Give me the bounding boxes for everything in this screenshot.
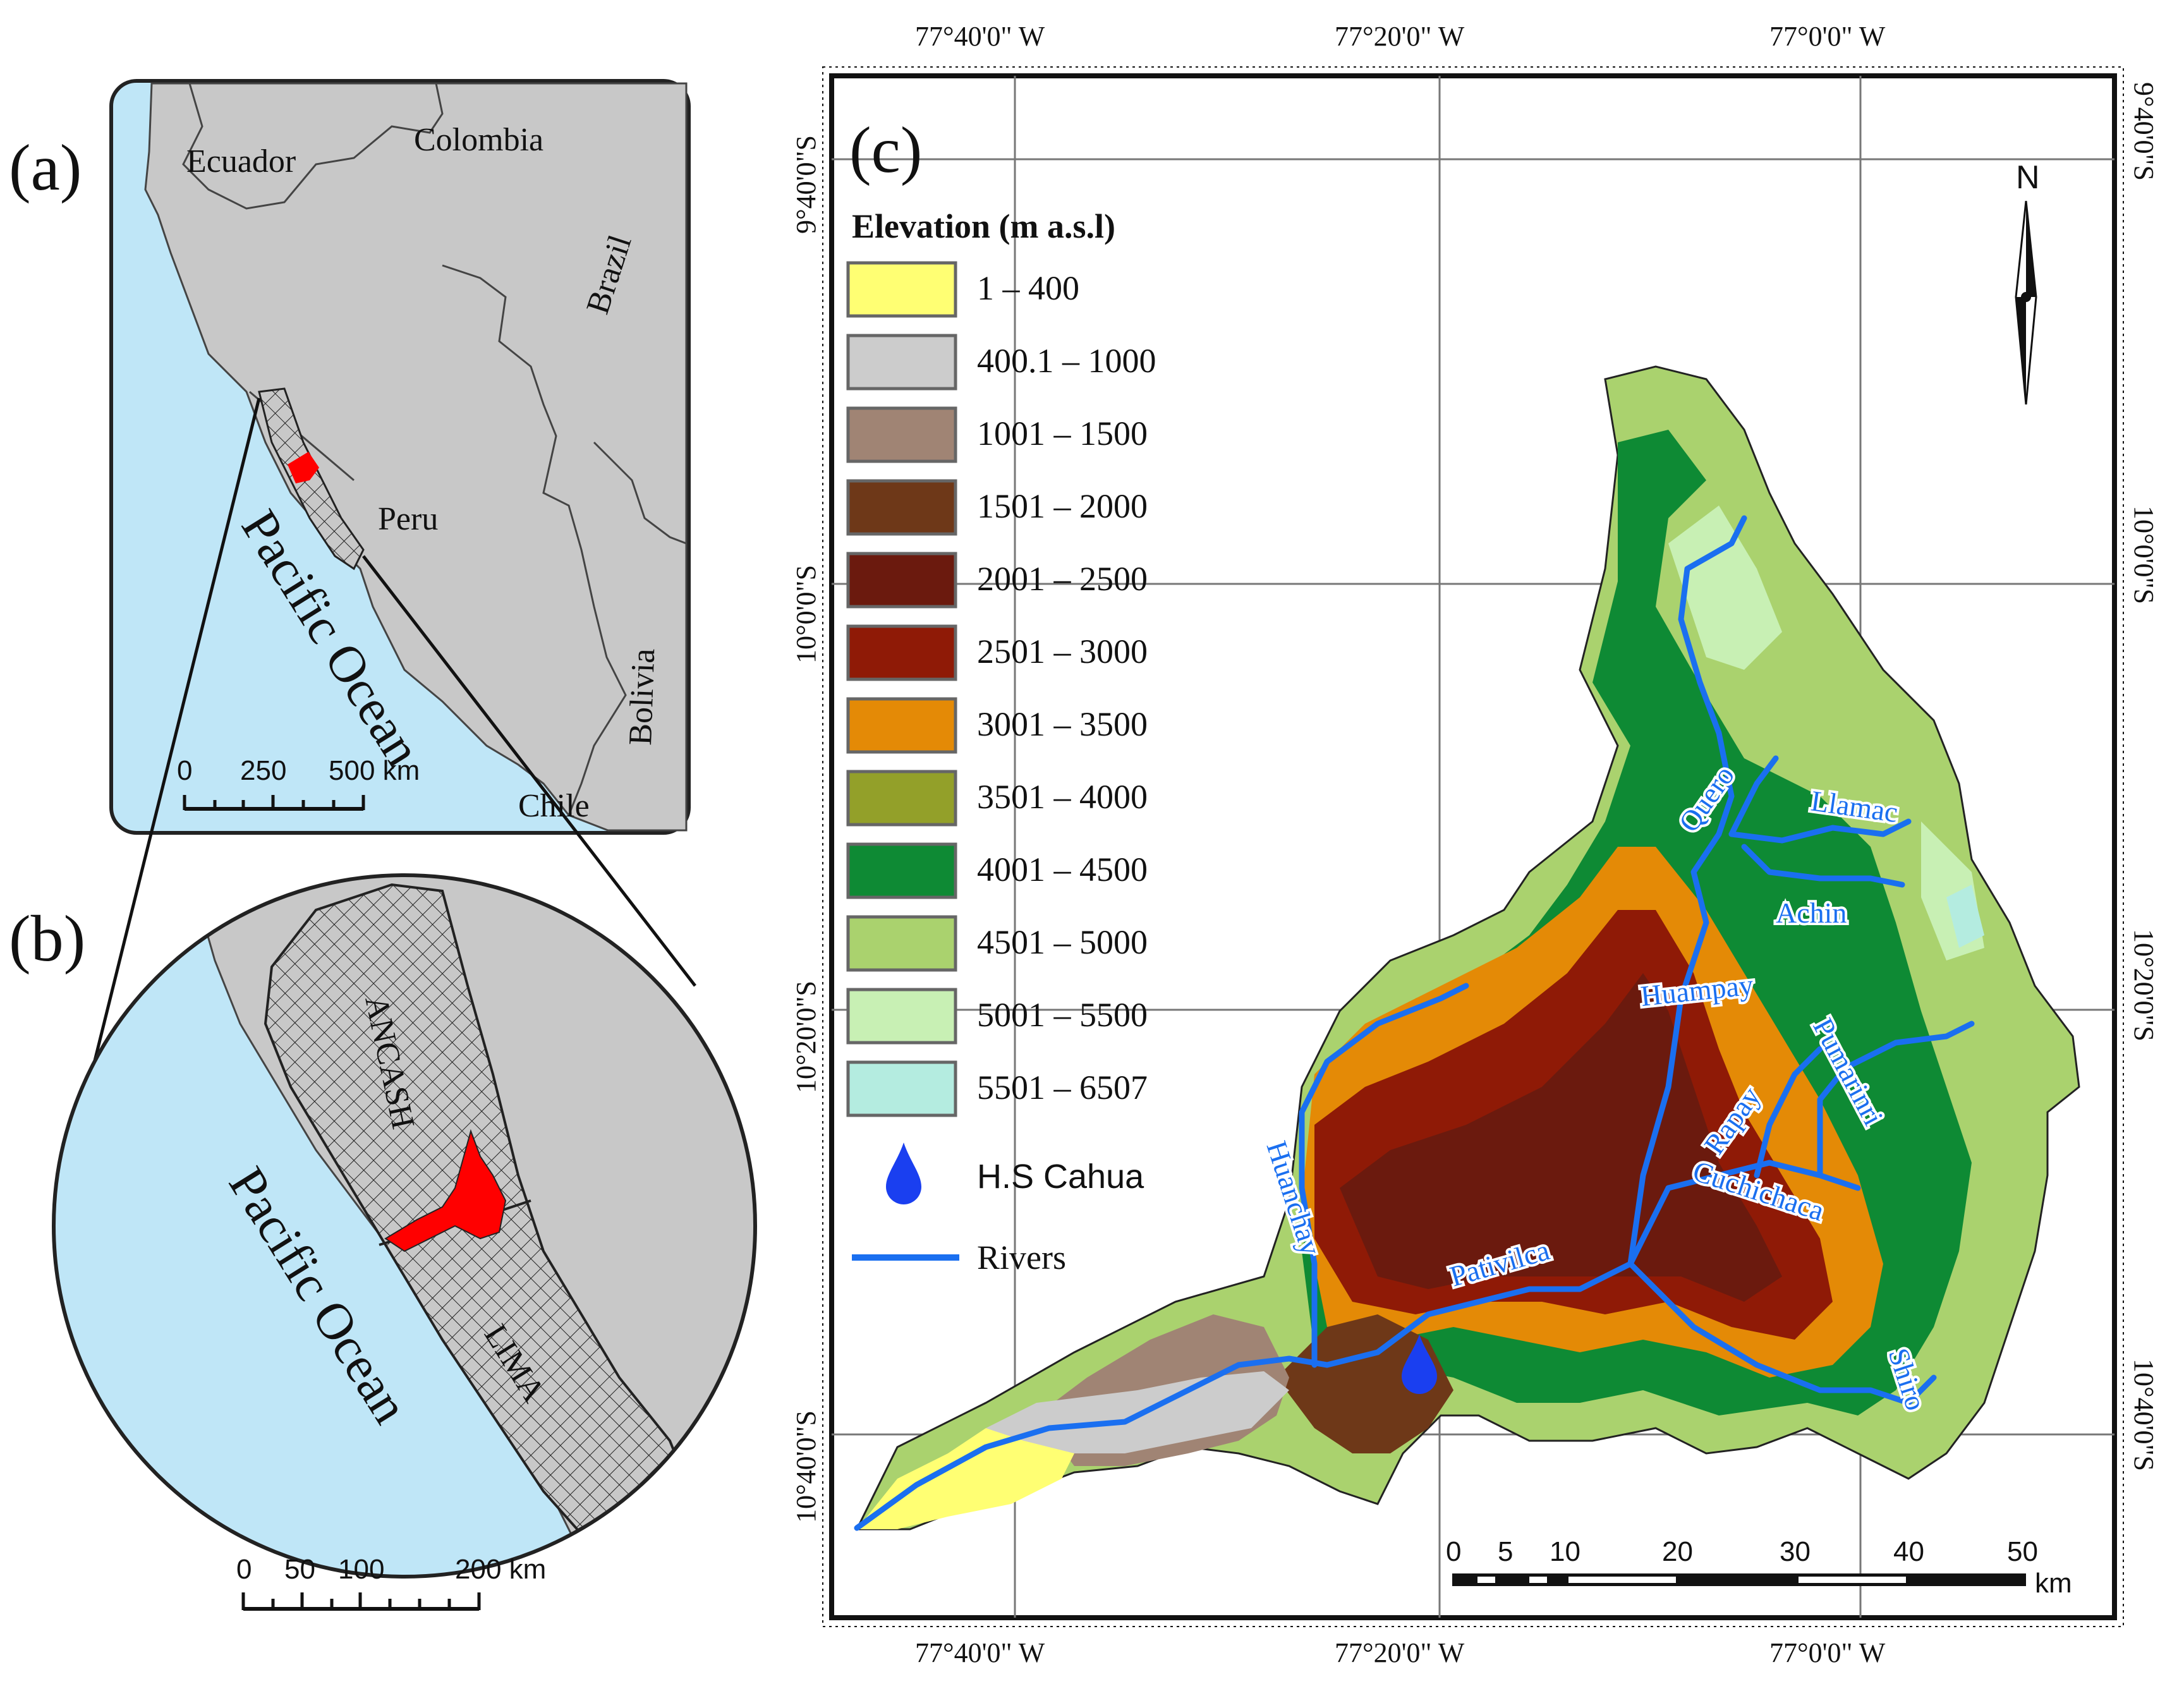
lat-left-3: 10°20'0"S bbox=[791, 981, 822, 1093]
legend-label-8: 4001 – 4500 bbox=[977, 851, 1148, 888]
river-quero bbox=[1728, 755, 1779, 837]
legend-swatch-1 bbox=[846, 334, 957, 391]
scale-c-tick-30: 30 bbox=[1780, 1536, 1811, 1567]
label-achin: Achin bbox=[1776, 897, 1847, 929]
river-shiro bbox=[1627, 1261, 1937, 1406]
legend-swatch-10 bbox=[846, 988, 957, 1045]
lat-right-1: 9°40'0"S bbox=[2128, 82, 2159, 181]
lat-right-2: 10°0'0"S bbox=[2128, 506, 2159, 604]
legend-label-2: 1001 – 1500 bbox=[977, 415, 1148, 452]
river-pumarinri bbox=[1817, 1021, 1975, 1179]
legend-label-5: 2501 – 3000 bbox=[977, 633, 1148, 670]
lon-top-3: 77°0'0" W bbox=[1769, 21, 1886, 52]
lon-top-1: 77°40'0" W bbox=[915, 21, 1045, 52]
legend-swatch-8 bbox=[846, 842, 957, 899]
label-chile: Chile bbox=[518, 788, 590, 824]
river-pativilca bbox=[854, 1261, 1634, 1531]
lon-bottom-1: 77°40'0" W bbox=[915, 1637, 1045, 1668]
river-huampay bbox=[1627, 515, 1747, 1267]
scale-a-tick-0: 0 bbox=[177, 755, 192, 786]
label-peru: Peru bbox=[378, 501, 438, 537]
north-arrow: N bbox=[2015, 159, 2040, 405]
legend: Elevation (m a.s.l) 1 – 400 400.1 – 1000 1… bbox=[846, 207, 1156, 1276]
river-network bbox=[854, 515, 1975, 1531]
band-1501-2000 bbox=[1277, 1314, 1453, 1453]
scale-c-tick-0: 0 bbox=[1446, 1536, 1461, 1567]
scale-c-unit: km bbox=[2035, 1568, 2072, 1599]
panel-a-study-area bbox=[288, 452, 319, 483]
panel-a-land bbox=[144, 82, 688, 832]
river-huanchay bbox=[1299, 983, 1469, 1368]
label-ecuador: Ecuador bbox=[186, 143, 296, 179]
scale-c-tick-10: 10 bbox=[1550, 1536, 1580, 1567]
legend-rivers-label: Rivers bbox=[977, 1239, 1066, 1276]
legend-label-3: 1501 – 2000 bbox=[977, 487, 1148, 525]
lon-top-2: 77°20'0" W bbox=[1335, 21, 1465, 52]
legend-swatch-6 bbox=[846, 697, 957, 754]
legend-label-9: 4501 – 5000 bbox=[977, 923, 1148, 961]
panel-b-map: ANCASH LIMA Pacific Ocean 0 50 100 200 k… bbox=[52, 873, 757, 1611]
river-llamac bbox=[1728, 818, 1912, 844]
hs-cahua-marker bbox=[1402, 1335, 1437, 1394]
scale-c-tick-5: 5 bbox=[1498, 1536, 1513, 1567]
legend-swatch-3 bbox=[846, 479, 957, 536]
scale-bar-a: 0 250 500 km bbox=[177, 755, 420, 811]
panel-b-study-area bbox=[384, 1129, 507, 1252]
scale-a-tick-250: 250 bbox=[240, 755, 286, 786]
band-5001-5500 bbox=[1668, 506, 1984, 961]
lat-left-2: 10°0'0"S bbox=[791, 565, 822, 664]
legend-station-icon bbox=[886, 1142, 921, 1204]
legend-swatch-5 bbox=[846, 624, 957, 681]
river-cuchichaca bbox=[1627, 1160, 1861, 1267]
scale-c-tick-20: 20 bbox=[1662, 1536, 1693, 1567]
band-1-400 bbox=[857, 1428, 1074, 1529]
scale-bar-b: 0 50 100 200 km bbox=[236, 1554, 546, 1611]
legend-swatch-0 bbox=[846, 261, 957, 318]
scale-bar-c: 0 5 10 20 30 40 50 km bbox=[1446, 1536, 2072, 1599]
legend-label-6: 3001 – 3500 bbox=[977, 705, 1148, 743]
panel-a-map: Ecuador Colombia Brazil Peru Bolivia Chi… bbox=[109, 79, 691, 835]
band-5501-6507 bbox=[1946, 885, 1984, 948]
legend-label-7: 3501 – 4000 bbox=[977, 778, 1148, 816]
scale-b-tick-200: 200 km bbox=[455, 1554, 546, 1585]
legend-label-4: 2001 – 2500 bbox=[977, 560, 1148, 598]
lon-bottom-2: 77°20'0" W bbox=[1335, 1637, 1465, 1668]
panel-c-letter: (c) bbox=[849, 114, 922, 186]
scale-c-tick-50: 50 bbox=[2007, 1536, 2038, 1567]
legend-label-1: 400.1 – 1000 bbox=[977, 342, 1156, 380]
legend-swatch-9 bbox=[846, 915, 957, 972]
scale-b-tick-0: 0 bbox=[236, 1554, 252, 1585]
lat-right-4: 10°40'0"S bbox=[2128, 1359, 2159, 1471]
panel-a-hatched-region bbox=[258, 387, 365, 571]
lat-left-4: 10°40'0"S bbox=[791, 1410, 822, 1523]
legend-label-10: 5001 – 5500 bbox=[977, 996, 1148, 1034]
river-rapay bbox=[1754, 1046, 1823, 1179]
legend-label-11: 5501 – 6507 bbox=[977, 1069, 1148, 1106]
legend-swatch-4 bbox=[846, 552, 957, 609]
lon-bottom-3: 77°0'0" W bbox=[1769, 1637, 1886, 1668]
scale-c-tick-40: 40 bbox=[1893, 1536, 1924, 1567]
scale-b-tick-100: 100 bbox=[338, 1554, 384, 1585]
lat-left-1: 9°40'0"S bbox=[791, 135, 822, 234]
scale-a-tick-500: 500 km bbox=[329, 755, 420, 786]
panel-a-letter: (a) bbox=[9, 131, 82, 204]
legend-title: Elevation (m a.s.l) bbox=[852, 207, 1115, 245]
legend-label-0: 1 – 400 bbox=[977, 269, 1079, 307]
legend-station-label: H.S Cahua bbox=[977, 1158, 1144, 1196]
river-achin bbox=[1741, 844, 1905, 888]
legend-swatch-11 bbox=[846, 1060, 957, 1117]
label-colombia: Colombia bbox=[414, 122, 543, 158]
legend-swatch-7 bbox=[846, 770, 957, 827]
legend-swatch-2 bbox=[846, 406, 957, 463]
connector-line-right bbox=[362, 555, 696, 987]
lat-right-3: 10°20'0"S bbox=[2128, 929, 2159, 1041]
scale-b-tick-50: 50 bbox=[284, 1554, 315, 1585]
panel-b-letter: (b) bbox=[9, 902, 85, 975]
label-bolivia: Bolivia bbox=[622, 648, 662, 746]
north-arrow-label: N bbox=[2016, 159, 2040, 196]
